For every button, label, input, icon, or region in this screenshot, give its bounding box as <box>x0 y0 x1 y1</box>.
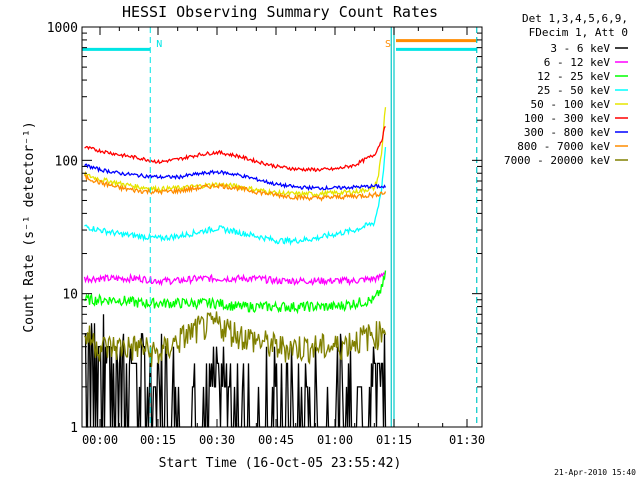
series-line-100-300-kev <box>84 126 386 173</box>
marker-label-s: S <box>385 39 391 50</box>
legend-entry-label: 3 - 6 keV <box>550 42 610 55</box>
y-tick-label: 1000 <box>47 21 78 36</box>
legend-entry-label: 800 - 7000 keV <box>517 140 610 153</box>
y-axis-label: Count Rate (s⁻¹ detector⁻¹) <box>22 121 37 332</box>
legend-entry-label: 25 - 50 keV <box>537 84 610 97</box>
chart-title: HESSI Observing Summary Count Rates <box>122 3 438 21</box>
x-tick-label: 00:45 <box>258 433 294 447</box>
series-line-12-25-kev <box>84 270 387 315</box>
x-tick-label: 01:15 <box>376 433 412 447</box>
series-line-300-800-kev <box>83 163 387 192</box>
plot-frame <box>81 26 483 428</box>
legend-header-line: FDecim 1, Att 0 <box>529 26 628 39</box>
y-tick-label: 10 <box>62 288 78 303</box>
x-tick-label: 01:30 <box>449 433 485 447</box>
timestamp: 21-Apr-2010 15:40 <box>554 468 636 477</box>
legend-entry-label: 100 - 300 keV <box>524 112 610 125</box>
x-tick-label: 00:00 <box>82 433 118 447</box>
x-tick-label: 00:15 <box>140 433 176 447</box>
series-layer <box>83 107 387 428</box>
x-axis-label: Start Time (16-Oct-05 23:55:42) <box>159 456 402 471</box>
marker-label-n: N <box>156 39 162 50</box>
legend-entry-label: 6 - 12 keV <box>544 56 611 69</box>
legend-entry-label: 12 - 25 keV <box>537 70 610 83</box>
legend: Det 1,3,4,5,6,9,FDecim 1, Att 0 3 - 6 keV… <box>504 12 628 167</box>
axis-layer: 00:00 00:15 00:30 00:45 01:00 01:15 01:30 1 10 10… <box>47 21 485 447</box>
series-line-800-7000-kev <box>84 174 387 202</box>
y-tick-label: 100 <box>55 154 78 169</box>
series-line-7000-20000-kev <box>84 311 387 367</box>
legend-header-line: Det 1,3,4,5,6,9, <box>522 12 628 25</box>
series-line-25-50-kev <box>84 147 387 246</box>
x-tick-label: 01:00 <box>317 433 353 447</box>
legend-entry-label: 50 - 100 keV <box>531 98 611 111</box>
legend-entry-label: 300 - 800 keV <box>524 126 610 139</box>
y-tick-label: 1 <box>70 421 78 436</box>
legend-entry-label: 7000 - 20000 keV <box>504 154 610 167</box>
x-tick-label: 00:30 <box>199 433 235 447</box>
series-line-50-100-kev <box>83 107 387 199</box>
series-line-6-12-kev <box>83 270 387 287</box>
